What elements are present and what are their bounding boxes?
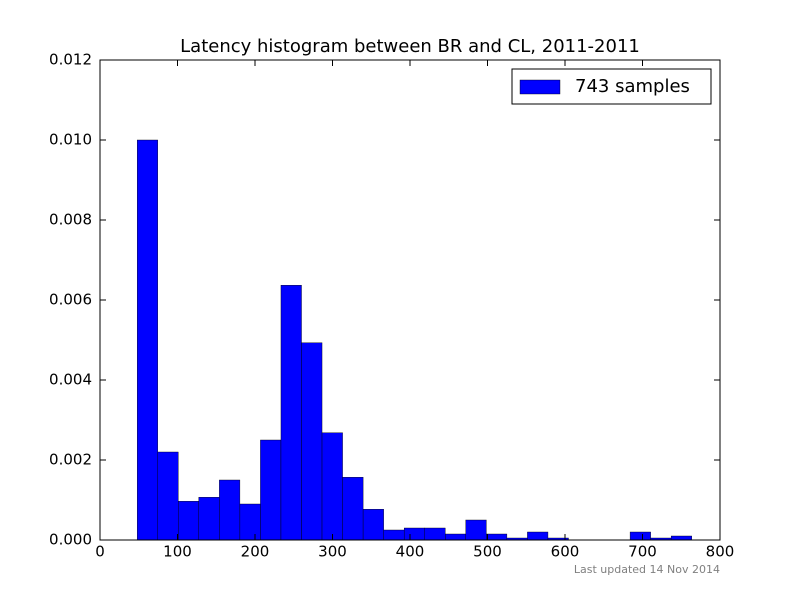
bar — [157, 451, 179, 541]
bar — [670, 535, 692, 541]
y-tick-label: 0.000 — [49, 531, 92, 549]
legend-label: 743 samples — [575, 76, 690, 97]
footnote: Last updated 14 Nov 2014 — [574, 563, 720, 576]
bar — [486, 533, 508, 541]
bar — [342, 477, 364, 541]
x-tick-label: 500 — [473, 543, 502, 561]
bar — [629, 531, 651, 541]
bar — [403, 527, 425, 541]
y-tick-label: 0.010 — [49, 131, 92, 149]
y-tick-label: 0.012 — [49, 51, 92, 69]
x-tick-label: 800 — [706, 543, 735, 561]
y-tick-label: 0.008 — [49, 211, 92, 229]
y-tick-label: 0.006 — [49, 291, 92, 309]
x-tick-label: 300 — [318, 543, 347, 561]
bar — [136, 139, 158, 541]
bar — [321, 432, 343, 541]
bar — [383, 529, 405, 541]
bar — [527, 531, 549, 541]
bar — [301, 342, 323, 541]
x-tick-label: 400 — [396, 543, 425, 561]
bar — [260, 439, 282, 541]
bar — [424, 527, 446, 541]
x-tick-label: 200 — [241, 543, 270, 561]
y-tick-label: 0.004 — [49, 371, 92, 389]
x-tick-label: 100 — [163, 543, 192, 561]
bar — [178, 501, 200, 541]
bar — [465, 519, 487, 541]
bar — [280, 285, 302, 541]
bar — [198, 497, 220, 541]
bar — [362, 509, 384, 541]
y-tick-label: 0.002 — [49, 451, 92, 469]
bar — [239, 503, 261, 541]
x-tick-label: 0 — [95, 543, 105, 561]
x-tick-label: 700 — [628, 543, 657, 561]
bar — [219, 479, 241, 541]
legend-swatch — [519, 79, 561, 95]
bar — [445, 533, 467, 541]
x-tick-label: 600 — [551, 543, 580, 561]
chart-title: Latency histogram between BR and CL, 201… — [180, 36, 640, 57]
